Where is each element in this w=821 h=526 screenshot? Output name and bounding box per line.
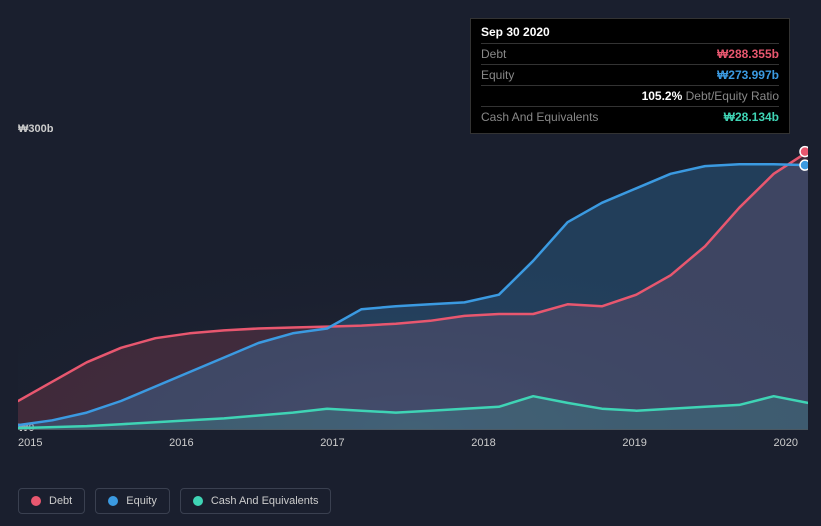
tooltip-row-label: Debt (481, 47, 506, 61)
legend-item[interactable]: Equity (95, 488, 170, 514)
tooltip-row-value: ₩288.355b (717, 47, 779, 61)
y-axis-label: ₩300b (18, 123, 53, 135)
legend-marker (108, 496, 118, 506)
tooltip-row-label: Equity (481, 68, 514, 82)
legend-label: Cash And Equivalents (211, 495, 319, 507)
legend-marker (31, 496, 41, 506)
x-axis-tick: 2015 (18, 437, 42, 449)
area-chart-svg (18, 140, 808, 430)
x-axis-tick: 2017 (320, 437, 344, 449)
legend-label: Equity (126, 495, 157, 507)
tooltip-row: 105.2% Debt/Equity Ratio (481, 85, 779, 106)
x-axis-tick: 2016 (169, 437, 193, 449)
legend-item[interactable]: Cash And Equivalents (180, 488, 332, 514)
tooltip-row-value: ₩273.997b (717, 68, 779, 82)
tooltip-row: Cash And Equivalents ₩28.134b (481, 106, 779, 127)
series-end-marker (800, 147, 808, 157)
tooltip-date: Sep 30 2020 (481, 25, 779, 43)
x-axis-tick: 2018 (471, 437, 495, 449)
legend-item[interactable]: Debt (18, 488, 85, 514)
chart-plot-area[interactable] (18, 140, 808, 430)
chart-legend: Debt Equity Cash And Equivalents (18, 488, 331, 514)
legend-marker (193, 496, 203, 506)
x-axis: 2015 2016 2017 2018 2019 2020 (18, 437, 808, 449)
tooltip-row-value: ₩28.134b (724, 110, 779, 124)
tooltip-row-label: Cash And Equivalents (481, 110, 598, 124)
legend-label: Debt (49, 495, 72, 507)
tooltip-row: Debt ₩288.355b (481, 43, 779, 64)
series-end-marker (800, 160, 808, 170)
chart-tooltip: Sep 30 2020 Debt ₩288.355b Equity ₩273.997b… (470, 18, 790, 134)
tooltip-row: Equity ₩273.997b (481, 64, 779, 85)
tooltip-row-value: 105.2% Debt/Equity Ratio (642, 89, 779, 103)
x-axis-tick: 2019 (622, 437, 646, 449)
x-axis-tick: 2020 (773, 437, 797, 449)
